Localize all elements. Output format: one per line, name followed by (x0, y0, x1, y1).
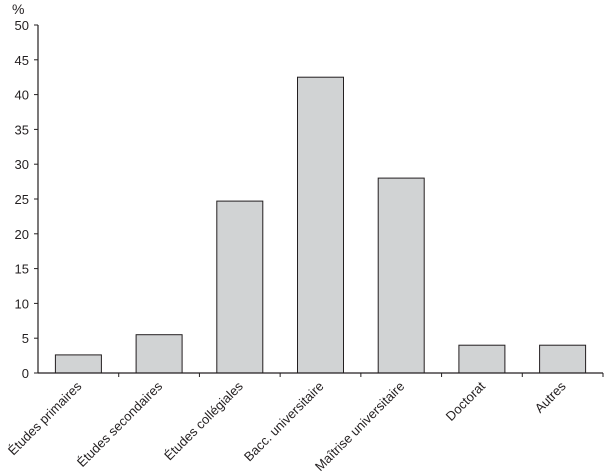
y-tick-label-0: 0 (22, 366, 29, 381)
y-axis: 0 5 10 15 20 25 30 35 40 45 50 (15, 18, 39, 381)
bar-5 (458, 344, 506, 374)
bar-3 (297, 76, 344, 374)
bar-1 (135, 334, 183, 374)
bar-2 (216, 200, 264, 374)
x-category-label-3: Bacc. universitaire (241, 379, 327, 465)
y-tick-label-2: 10 (15, 296, 29, 311)
x-category-label-4: Maîtrise universitaire (312, 379, 407, 474)
x-category-label-1: Études secondaires (74, 378, 166, 470)
x-category-label-2: Études collégiales (161, 378, 246, 463)
bars-group (54, 76, 587, 374)
y-tick-label-6: 30 (15, 157, 29, 172)
bar-6 (539, 344, 587, 374)
y-tick-label-1: 5 (22, 331, 29, 346)
x-category-label-6: Autres (532, 378, 570, 416)
y-tick-label-8: 40 (15, 88, 29, 103)
bar-0 (54, 354, 102, 374)
y-tick-label-10: 50 (15, 18, 29, 33)
y-tick-label-9: 45 (15, 53, 29, 68)
y-axis-unit-label: % (12, 1, 24, 17)
y-tick-label-4: 20 (15, 227, 29, 242)
bar-4 (377, 177, 425, 374)
y-tick-label-7: 35 (15, 122, 29, 137)
x-category-label-0: Études primaires (5, 378, 85, 458)
x-category-label-5: Doctorat (443, 378, 489, 424)
y-tick-label-3: 15 (15, 262, 29, 277)
y-tick-label-5: 25 (15, 192, 29, 207)
